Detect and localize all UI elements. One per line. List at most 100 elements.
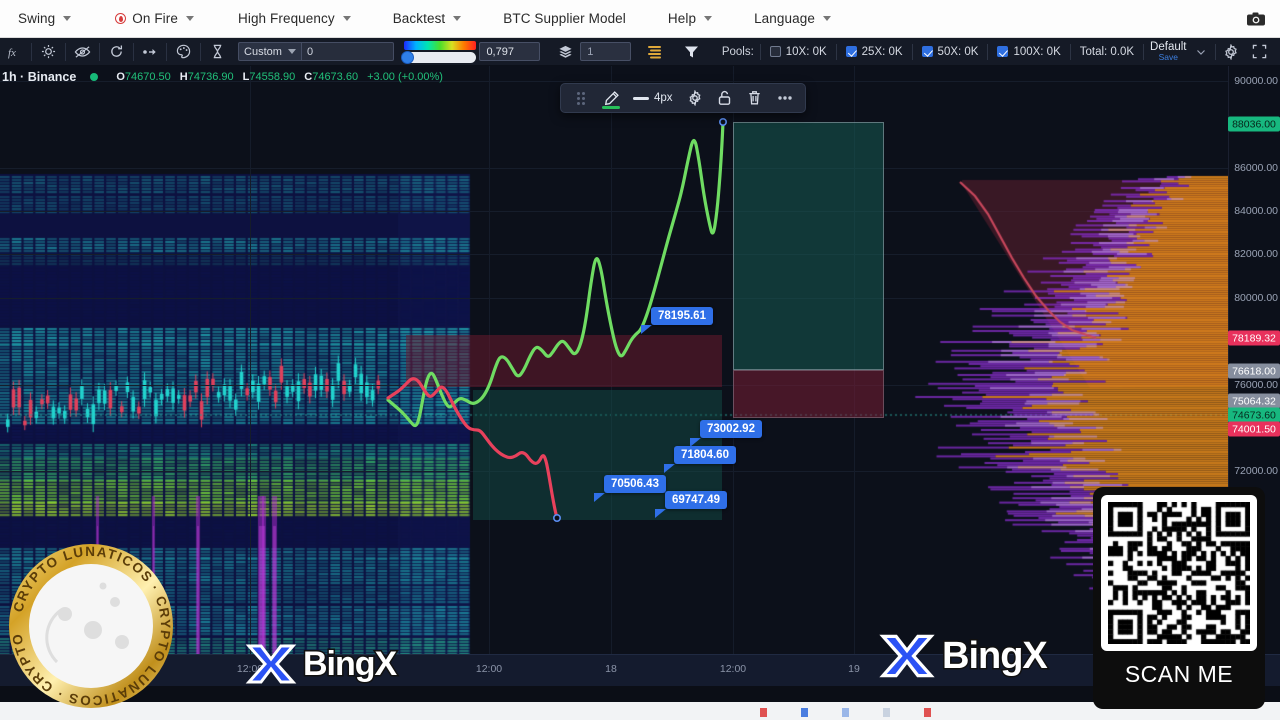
menu-item-swing[interactable]: Swing [8,0,81,38]
live-status-icon [90,73,99,81]
ohlc-high-value: 74736.90 [187,71,234,83]
gradient-value-input[interactable]: 0,797 [479,42,540,61]
gear-icon[interactable] [681,85,709,111]
chart-canvas[interactable]: 78195.61 73002.92 71804.60 70506.43 69747.49 [0,66,1228,654]
menu-label: On Fire [132,11,178,26]
eye-off-icon[interactable] [68,38,97,66]
drawing-handle[interactable] [718,117,727,126]
symbol-name[interactable]: 1h · Binance [2,70,77,84]
ohlc-open-label: O [116,71,125,83]
drawn-projection-lines[interactable] [0,66,1228,654]
function-icon[interactable]: fx [0,38,29,66]
menu-item-on-fire[interactable]: On Fire [105,0,204,38]
lock-icon[interactable] [711,85,739,111]
checkbox-checked-icon[interactable] [921,46,933,57]
layer-count-input[interactable]: 1 [580,42,631,61]
bingx-x-icon [879,634,935,678]
menu-label: Language [754,11,815,26]
custom-select[interactable]: Custom [238,42,301,61]
trash-icon[interactable] [741,85,769,111]
preset-chevron-down-icon[interactable] [1186,38,1215,66]
projection-path-projection-up[interactable] [386,120,725,428]
pool-label: 100X: 0K [1013,45,1061,58]
fullscreen-icon[interactable] [1245,38,1274,66]
ohlc-values: O74670.50 H74736.90 L74558.90 C74673.60 … [116,71,443,83]
price-tag[interactable]: 78189.32 [1228,330,1280,346]
pool-label: 50X: 0K [937,45,979,58]
price-annotation-bubble[interactable]: 73002.92 [700,420,762,438]
ohlc-change: +3.00 (+0.00%) [367,71,443,83]
price-annotation-bubble[interactable]: 71804.60 [674,446,736,464]
chart-toolbar: fx Custom 0 [0,38,1280,66]
projection-path-projection-down[interactable] [386,377,559,520]
price-tag[interactable]: 74001.50 [1228,421,1280,437]
volume-profile [0,66,1228,654]
menu-label: Help [667,11,697,26]
brightness-icon[interactable] [34,38,63,66]
list-icon[interactable] [640,38,669,66]
pool-10x[interactable]: 10X: 0K [761,38,836,66]
price-annotation-bubble[interactable]: 69747.49 [665,491,727,509]
pool-25x[interactable]: 25X: 0K [837,38,912,66]
refresh-icon[interactable] [102,38,131,66]
checkbox-checked-icon[interactable] [845,46,857,57]
custom-value-input[interactable]: 0 [300,42,394,61]
strip-icon-red2 [924,708,931,717]
price-tag[interactable]: 75064.32 [1228,393,1280,409]
price-tick-label: 82000.00 [1234,248,1278,260]
symbol-info-bar: 1h · Binance O74670.50 H74736.90 L74558.… [0,66,1280,88]
chevron-down-icon [63,16,72,21]
menu-item-backtest[interactable]: Backtest [383,0,472,38]
hourglass-icon[interactable] [203,38,232,66]
checkbox-unchecked-icon[interactable] [769,46,781,57]
price-tag[interactable]: 88036.00 [1228,116,1280,132]
filter-icon[interactable] [677,38,706,66]
time-axis[interactable]: 12:00 12:00 18 12:00 19 [0,654,1280,686]
strip-icon-lightblue [842,708,849,717]
gear-icon[interactable] [1216,38,1245,66]
drawing-toolbar[interactable]: 4px [560,83,806,113]
menu-item-help[interactable]: Help [658,0,722,38]
qr-code-card[interactable]: SCAN ME [1093,487,1265,709]
price-annotation-bubble[interactable]: 70506.43 [604,475,666,493]
price-tag[interactable]: 74673.60 [1228,407,1280,423]
line-width-label: 4px [654,92,673,104]
chevron-down-icon [186,16,194,21]
preset-save-link[interactable]: Save [1158,52,1178,63]
price-tag[interactable]: 76618.00 [1228,363,1280,379]
menu-item-high-frequency[interactable]: High Frequency [228,0,361,38]
pool-label: 25X: 0K [861,45,903,58]
pencil-icon[interactable] [597,85,625,111]
price-tick-label: 86000.00 [1234,162,1278,174]
palette-icon[interactable] [169,38,198,66]
bubble-tail [594,493,605,502]
price-tick-label: 84000.00 [1234,205,1278,217]
pool-100x[interactable]: 100X: 0K [988,38,1069,66]
strip-icon-blue [801,708,808,717]
more-icon[interactable] [771,85,799,111]
line-preview [633,96,649,100]
pencil-color-swatch[interactable] [602,106,620,109]
gradient-knob[interactable] [400,50,414,64]
preset-selector[interactable]: Default Save [1150,41,1186,62]
bingx-label: BingX [941,633,1050,678]
drawing-handle[interactable] [552,513,561,522]
ohlc-low-value: 74558.90 [249,71,296,83]
camera-icon[interactable] [1246,11,1266,27]
ohlc-low-label: L [242,71,250,83]
menu-item-btc-supplier-model[interactable]: BTC Supplier Model [493,0,636,38]
color-gradient-slider[interactable] [400,40,476,64]
line-width-control[interactable]: 4px [627,85,679,111]
gradient-track[interactable] [400,50,476,64]
flash-icon[interactable] [136,38,165,66]
layers-icon[interactable] [551,38,580,66]
price-annotation-bubble[interactable]: 78195.61 [651,307,713,325]
bubble-tail [664,464,675,473]
drag-handle-icon[interactable] [567,85,595,111]
svg-text:fx: fx [8,47,16,59]
checkbox-checked-icon[interactable] [997,46,1009,57]
pool-50x[interactable]: 50X: 0K [913,38,988,66]
bubble-tail [641,325,652,334]
menu-item-language[interactable]: Language [744,0,841,38]
